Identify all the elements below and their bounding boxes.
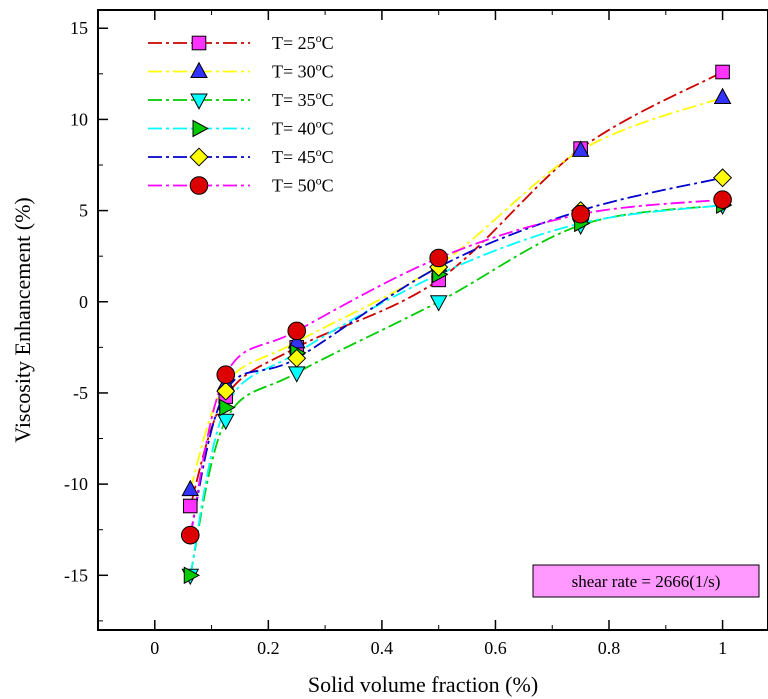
data-point-triangle-up bbox=[571, 140, 590, 157]
data-point-diamond bbox=[189, 147, 209, 167]
data-point-triangle-up bbox=[190, 61, 208, 78]
data-point-circle bbox=[571, 204, 590, 224]
axis-ticks bbox=[97, 10, 724, 630]
y-tick-label: 10 bbox=[70, 109, 88, 129]
legend-label: T= 35oC bbox=[272, 88, 334, 110]
legend-item: T= 40oC bbox=[148, 117, 334, 139]
legend-item: T= 50oC bbox=[148, 174, 334, 196]
x-tick-label: 0.2 bbox=[257, 638, 280, 658]
y-tick-label: 5 bbox=[79, 201, 88, 221]
legend-item: T= 30oC bbox=[148, 60, 334, 82]
data-point-triangle-up bbox=[713, 87, 732, 105]
series-line bbox=[189, 96, 723, 490]
legend-label: T= 30oC bbox=[272, 60, 334, 82]
legend-label: T= 40oC bbox=[272, 117, 334, 139]
data-point-square bbox=[191, 35, 207, 51]
legend-item: T= 35oC bbox=[148, 88, 334, 110]
x-tick-label: 0.4 bbox=[371, 638, 394, 658]
legend-item: T= 25oC bbox=[148, 31, 334, 53]
data-point-triangle-down bbox=[287, 366, 306, 383]
x-tick-label: 0.8 bbox=[598, 638, 621, 658]
legend-label: T= 25oC bbox=[272, 31, 334, 53]
series-line bbox=[189, 176, 723, 536]
data-point-triangle-right bbox=[219, 398, 236, 417]
series-curves bbox=[189, 71, 724, 576]
y-tick-label: -10 bbox=[64, 474, 88, 494]
x-axis-title: Solid volume fraction (%) bbox=[308, 672, 538, 697]
legend: T= 25oC T= 30oC T= 35oC T= 40oC T= 45oC T= 50… bbox=[148, 31, 334, 196]
data-point-circle bbox=[180, 525, 200, 545]
legend-label: T= 50oC bbox=[272, 174, 334, 196]
data-point-triangle-up bbox=[181, 479, 200, 497]
x-tick-label: 1 bbox=[718, 638, 727, 658]
series-markers bbox=[180, 64, 733, 586]
annotation-text: shear rate = 2666(1/s) bbox=[572, 572, 721, 591]
data-point-triangle-right bbox=[183, 566, 201, 585]
shear-rate-annotation: shear rate = 2666(1/s) bbox=[532, 564, 760, 598]
legend-item: T= 45oC bbox=[148, 145, 334, 167]
y-tick-label: -15 bbox=[64, 565, 88, 585]
data-point-triangle-down bbox=[190, 93, 208, 110]
data-point-circle bbox=[713, 190, 732, 209]
series-line bbox=[189, 71, 724, 507]
axis-tick-labels: 0 0.2 0.4 0.6 0.8 1 -15 -10 -5 0 5 10 15 bbox=[64, 18, 727, 658]
data-point-circle bbox=[189, 176, 209, 195]
x-tick-label: 0.6 bbox=[484, 638, 507, 658]
data-point-diamond bbox=[287, 348, 307, 368]
y-tick-label: 0 bbox=[79, 292, 88, 312]
y-axis-title: Viscosity Enhancement (%) bbox=[10, 197, 35, 443]
data-point-triangle-down bbox=[216, 413, 235, 431]
data-point-circle bbox=[429, 248, 448, 268]
data-point-triangle-down bbox=[429, 295, 448, 312]
x-tick-label: 0 bbox=[150, 638, 159, 658]
series-line bbox=[189, 204, 723, 576]
data-point-circle bbox=[287, 321, 307, 341]
data-point-square bbox=[182, 498, 198, 514]
data-point-triangle-right bbox=[192, 119, 209, 138]
y-tick-label: 15 bbox=[70, 18, 88, 38]
data-point-square bbox=[715, 64, 730, 80]
annotation-box bbox=[532, 564, 760, 598]
plot-frame bbox=[97, 9, 768, 631]
series-line bbox=[189, 204, 723, 576]
data-point-circle bbox=[216, 365, 236, 385]
legend-label: T= 45oC bbox=[272, 145, 334, 167]
data-point-diamond bbox=[216, 381, 236, 401]
data-point-diamond bbox=[713, 168, 733, 188]
y-tick-label: -5 bbox=[73, 383, 88, 403]
